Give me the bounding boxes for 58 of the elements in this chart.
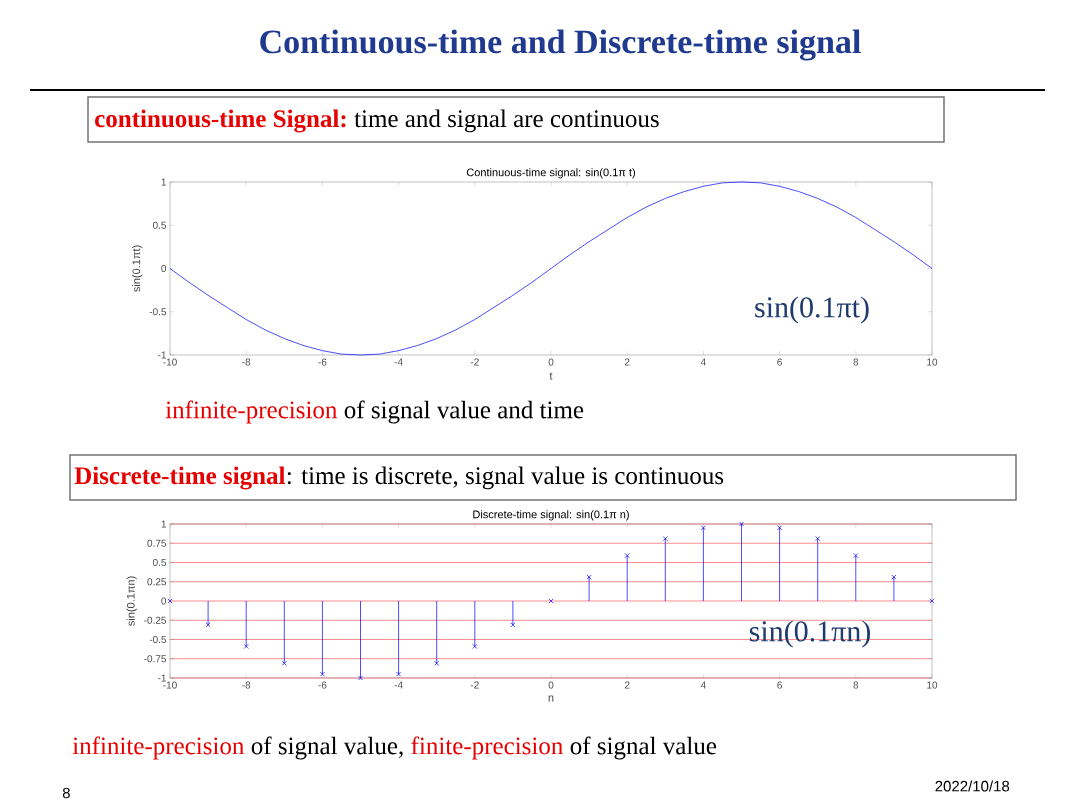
text: time and signal are continuous [354,109,659,133]
y-tick-label: 1 [161,520,166,528]
x-tick-label: -8 [242,681,251,689]
x-tick-label: -6 [318,358,327,366]
y-tick-label: 0 [161,597,167,605]
text: finite-precision [411,736,563,760]
chart-title: Discrete-time signal: sin(0.1π n) [473,510,629,521]
x-tick-label: -10 [163,358,177,366]
y-tick-label: -0.5 [149,308,167,316]
x-tick-label: 0 [548,681,554,689]
x-tick-label: 0 [548,358,554,366]
text: Discrete-time signal [74,466,286,490]
x-tick-label: 8 [853,681,859,689]
chart-title: Continuous-time signal: sin(0.1π t) [466,168,635,179]
y-axis-title: sin(0.1πt) [132,245,143,292]
x-tick-label: 10 [927,358,938,366]
annotation: sin(0.1πn) [749,620,871,648]
y-tick-label: -1 [158,351,166,359]
text: of signal value and time [344,400,584,424]
line-series [169,181,933,356]
y-tick-label: 0 [161,264,167,273]
x-tick-label: 4 [700,681,706,689]
x-tick-label: 6 [777,358,782,366]
text: of signal value [570,736,717,760]
y-tick-label: 1 [161,178,166,186]
y-tick-label: 0.5 [152,558,167,567]
text: continuous-time Signal: [95,109,346,133]
text: of signal value, [251,736,403,760]
x-tick-label: 10 [927,681,938,689]
y-tick-label: -0.75 [144,655,167,663]
x-tick-label: -4 [394,358,403,366]
y-tick-label: 0.5 [152,221,167,229]
x-tick-label: 6 [777,681,782,689]
x-axis-title: t [549,372,553,380]
x-tick-label: -8 [242,358,251,366]
y-tick-label: 0.25 [147,578,167,586]
x-tick-label: 8 [853,358,859,366]
x-tick-label: -2 [470,681,479,689]
x-tick-label: 4 [700,358,706,366]
x-axis-title: n [548,695,554,702]
x-tick-label: -6 [318,681,327,689]
y-tick-label: -1 [158,674,166,682]
x-tick-label: -2 [470,358,479,366]
text: : time is discrete, signal value is continuous [287,466,724,490]
text: 2022/10/18 [935,780,1010,792]
text: Continuous-time and Discrete-time signal [260,29,861,61]
annotation: sin(0.1πt) [755,296,869,324]
y-tick-label: 0.75 [147,539,167,547]
x-tick-label: -4 [394,681,403,689]
text: 8 [62,787,70,799]
y-tick-label: -0.25 [144,616,167,624]
text: infinite-precision [165,400,338,424]
y-axis-title: sin(0.1πn) [126,576,137,626]
x-tick-label: -10 [163,681,177,689]
y-tick-label: -0.5 [149,635,167,644]
x-tick-label: 2 [624,358,630,366]
x-tick-label: 2 [624,681,630,689]
text: infinite-precision [72,736,245,760]
